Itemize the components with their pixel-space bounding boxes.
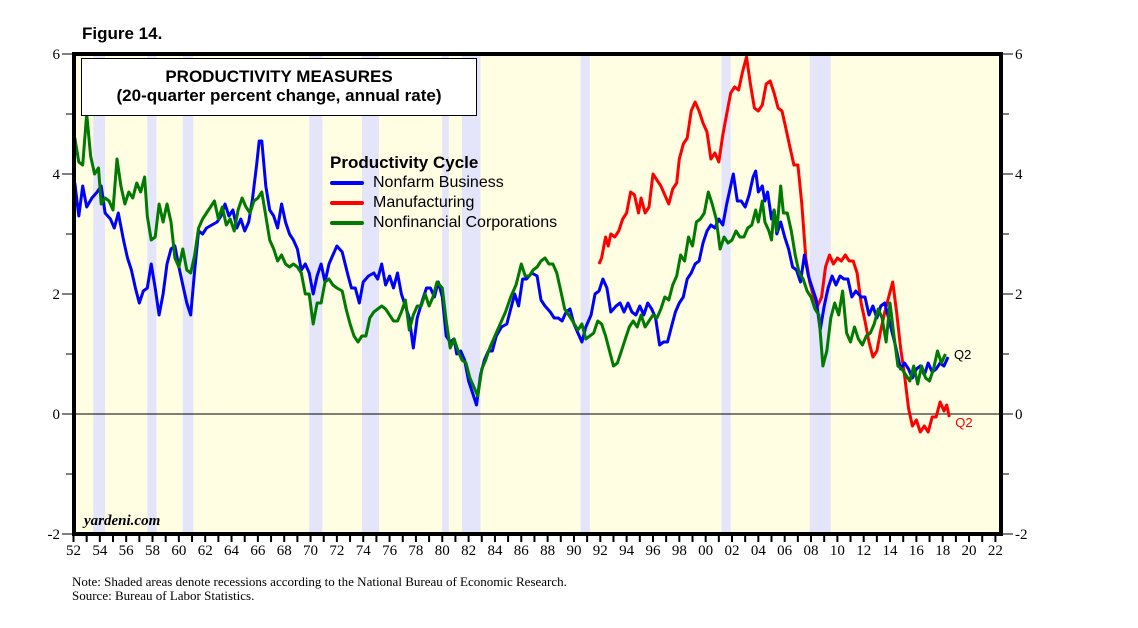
y-tick-label-right: 4	[1015, 167, 1023, 183]
x-tick-label: 62	[198, 543, 213, 559]
y-tick-label-left: 0	[53, 407, 61, 423]
chart-title-box: PRODUCTIVITY MEASURES (20-quarter percen…	[81, 58, 477, 116]
x-axis: 52 54 56 58 60 62 64 66 68 70 72 74 76 78 80 82 84 86 88 90…	[66, 534, 1003, 559]
x-tick-label: 22	[988, 543, 1003, 559]
series-line-manufacturing	[597, 55, 951, 434]
recession-band	[462, 54, 481, 534]
x-tick-label: 60	[171, 543, 186, 559]
legend: Productivity Cycle Nonfarm Business Manu…	[330, 153, 557, 233]
x-tick-label: 18	[935, 543, 950, 559]
x-tick-label: 56	[119, 543, 135, 559]
legend-swatch-manufacturing	[330, 201, 364, 205]
recession-band	[442, 54, 449, 534]
chart-notes: Note: Shaded areas denote recessions acc…	[72, 575, 567, 603]
x-tick-label: 20	[962, 543, 977, 559]
x-tick-label: 98	[672, 543, 687, 559]
x-tick-label: 86	[514, 543, 530, 559]
source-text: Source: Bureau of Labor Statistics.	[72, 588, 255, 603]
x-tick-label: 74	[356, 543, 372, 559]
recession-band	[93, 54, 106, 534]
x-tick-label: 96	[645, 543, 661, 559]
x-tick-label: 66	[250, 543, 266, 559]
x-tick-label: 16	[909, 543, 925, 559]
legend-label-nonfinancial: Nonfinancial Corporations	[373, 214, 558, 231]
x-tick-label: 14	[883, 543, 899, 559]
x-tick-label: 92	[593, 543, 608, 559]
series-lines	[73, 55, 951, 434]
y-tick-label-left: 2	[53, 287, 61, 303]
x-tick-label: 06	[777, 543, 793, 559]
legend-label-nonfarm: Nonfarm Business	[373, 174, 504, 191]
series-line-nonfinancial	[73, 112, 947, 398]
y-axis-right: -2 0 2 4 6	[1001, 47, 1028, 543]
x-tick-label: 94	[619, 543, 635, 559]
x-tick-label: 04	[751, 543, 767, 559]
y-tick-label-right: 2	[1015, 287, 1023, 303]
y-axis-left: -2 0 2 4 6	[48, 47, 74, 543]
x-tick-label: 54	[92, 543, 108, 559]
x-tick-label: 08	[804, 543, 819, 559]
x-tick-label: 64	[224, 543, 240, 559]
y-tick-label-left: -2	[48, 527, 61, 543]
x-tick-label: 72	[329, 543, 344, 559]
y-tick-label-left: 6	[53, 47, 61, 63]
y-tick-label-right: 0	[1015, 407, 1023, 423]
recession-band	[309, 54, 323, 534]
chart-subtitle: (20-quarter percent change, annual rate)	[116, 86, 442, 105]
y-tick-label-right: -2	[1015, 527, 1028, 543]
legend-item-manufacturing: Manufacturing	[330, 193, 557, 213]
recession-band	[147, 54, 157, 534]
x-tick-label: 82	[461, 543, 476, 559]
recession-band	[361, 54, 380, 534]
x-tick-label: 76	[382, 543, 398, 559]
x-tick-label: 58	[145, 543, 160, 559]
figure-label: Figure 14.	[82, 24, 163, 43]
x-tick-label: 10	[830, 543, 845, 559]
x-tick-label: 68	[277, 543, 292, 559]
end-label-nonfarm: Q2	[953, 347, 972, 362]
recession-band	[721, 54, 731, 534]
legend-label-manufacturing: Manufacturing	[373, 194, 475, 211]
note-text: Note: Shaded areas denote recessions acc…	[72, 574, 567, 589]
watermark: yardeni.com	[84, 513, 161, 529]
x-tick-label: 52	[66, 543, 81, 559]
legend-item-nonfinancial: Nonfinancial Corporations	[330, 213, 557, 233]
x-tick-label: 78	[408, 543, 423, 559]
x-tick-label: 02	[725, 543, 740, 559]
end-label-manufacturing: Q2	[955, 415, 973, 430]
chart-title: PRODUCTIVITY MEASURES	[165, 67, 393, 86]
series-line-nonfarm	[73, 139, 950, 407]
legend-swatch-nonfarm	[330, 181, 364, 185]
legend-item-nonfarm: Nonfarm Business	[330, 173, 557, 193]
x-tick-label: 70	[303, 543, 318, 559]
legend-swatch-nonfinancial	[330, 221, 364, 225]
y-tick-label-right: 6	[1015, 47, 1023, 63]
y-tick-label-left: 4	[53, 167, 61, 183]
x-tick-label: 90	[566, 543, 581, 559]
x-tick-label: 80	[435, 543, 450, 559]
legend-title: Productivity Cycle	[330, 153, 479, 172]
recession-band	[182, 54, 194, 534]
x-tick-label: 84	[487, 543, 503, 559]
plot-background	[74, 54, 1001, 534]
recession-band	[580, 54, 590, 534]
x-tick-label: 88	[540, 543, 555, 559]
x-tick-label: 00	[698, 543, 713, 559]
x-tick-label: 12	[856, 543, 871, 559]
